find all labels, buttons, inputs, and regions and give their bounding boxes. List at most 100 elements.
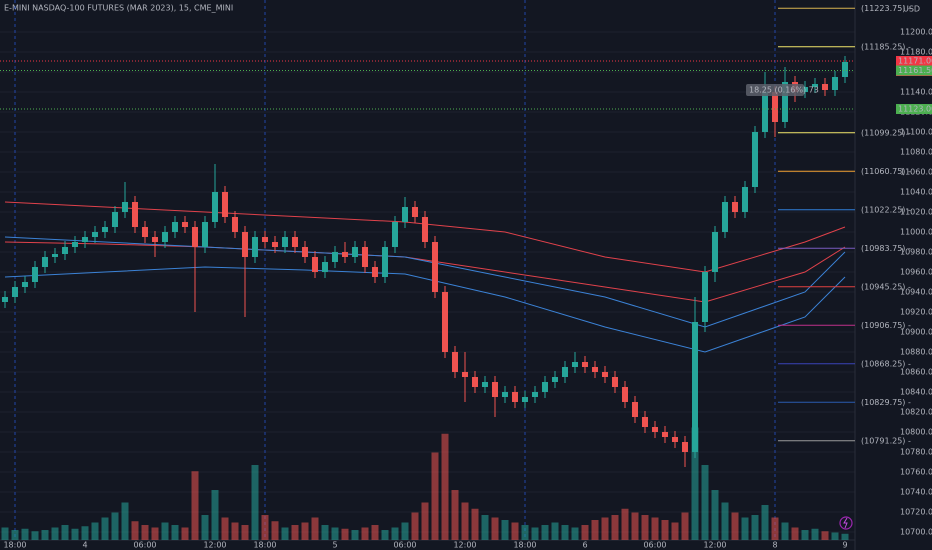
candle-body [422,217,428,242]
volume-bar [211,490,219,540]
volume-bar [671,522,679,540]
volume-bar [111,512,119,540]
volume-bar [31,531,39,540]
candle-body [482,382,488,387]
candle-body [32,267,38,282]
volume-bar [821,531,829,540]
volume-bar [131,521,139,540]
level-label: (11223.75) - [861,4,911,13]
volume-bar [331,527,339,540]
candle-body [332,252,338,262]
candle-body [412,207,418,217]
x-tick-label: 06:00 [393,541,416,550]
volume-bar [151,527,159,540]
x-tick-label: 18:00 [3,541,26,550]
x-tick-label: 4 [82,541,87,550]
volume-bar [161,522,169,540]
candle-body [832,77,838,90]
volume-bar [751,515,759,540]
candle-body [62,247,68,254]
x-tick-label: 06:00 [643,541,666,550]
volume-bar [371,525,379,540]
price-tag-label: 11161.50 [898,66,932,75]
y-tick-label: 11140.00 [900,88,932,97]
volume-bar [191,471,199,540]
level-label: (10868.25) - [861,359,911,368]
volume-bar [431,452,439,540]
x-tick-label: 12:00 [203,541,226,550]
candle-body [822,84,828,90]
y-tick-label: 11080.00 [900,148,932,157]
volume-bar [41,530,49,540]
volume-bar [241,525,249,540]
candle-body [632,402,638,417]
y-tick-label: 11060.00 [900,168,932,177]
volume-bar [841,533,849,540]
y-tick-label: 11200.00 [900,28,932,37]
volume-bar [11,530,19,540]
volume-bar [501,520,509,540]
x-tick-label: 18:00 [253,541,276,550]
volume-bar [741,517,749,540]
candle-body [322,262,328,272]
candle-body [562,367,568,377]
price-tag-label: 11123.00 [898,105,932,114]
volume-bar [611,515,619,540]
volume-bar [341,528,349,540]
currency: USD [903,5,920,14]
candle-body [342,252,348,257]
y-tick-label: 10880.00 [900,348,932,357]
y-tick-label: 11000.00 [900,228,932,237]
y-tick-label: 11040.00 [900,188,932,197]
moving-average [4,201,846,273]
lightning-icon [839,516,853,530]
candle-body [802,87,808,92]
volume-bar [271,521,279,540]
candle-body [102,227,108,232]
annotation: 18.25 (0.16%) 73 [749,86,819,95]
volume-bar [511,522,519,540]
y-tick-label: 10960.00 [900,268,932,277]
volume-bar [481,515,489,540]
candle-body [772,92,778,122]
volume-bar [321,525,329,540]
volume-bar [311,517,319,540]
volume-bar [381,530,389,540]
candle-body [312,257,318,272]
candle-body [272,242,278,247]
volume-bar [691,427,699,540]
price-tag [896,65,932,76]
volume-bar [521,525,529,540]
y-tick-label: 10920.00 [900,308,932,317]
y-tick-label: 10820.00 [900,408,932,417]
level-label: (10983.75) - [861,244,911,253]
moving-average [4,266,846,353]
candle-body [502,392,508,397]
y-tick-label: 10800.00 [900,428,932,437]
level-label: (11060.75) - [861,167,911,176]
volume-bar [411,512,419,540]
level-label: (11022.25) - [861,205,911,214]
y-tick-label: 10940.00 [900,288,932,297]
y-tick-label: 10720.00 [900,508,932,517]
candle-body [572,362,578,367]
x-tick-label: 9 [842,541,847,550]
candle-body [352,247,358,257]
candle-body [152,237,158,242]
candle-body [522,397,528,402]
candle-body [722,202,728,232]
level-label: (10829.75) - [861,398,911,407]
candle-body [122,202,128,212]
candle-body [752,132,758,187]
volume-bar [771,517,779,540]
candle-body [382,247,388,277]
candle-body [672,437,678,442]
level-label: (10945.25) - [861,282,911,291]
y-tick-label: 10900.00 [900,328,932,337]
candle-body [622,387,628,402]
x-tick-label: 18:00 [513,541,536,550]
candle-body [282,237,288,247]
volume-bar [581,525,589,540]
volume-bar [571,527,579,540]
